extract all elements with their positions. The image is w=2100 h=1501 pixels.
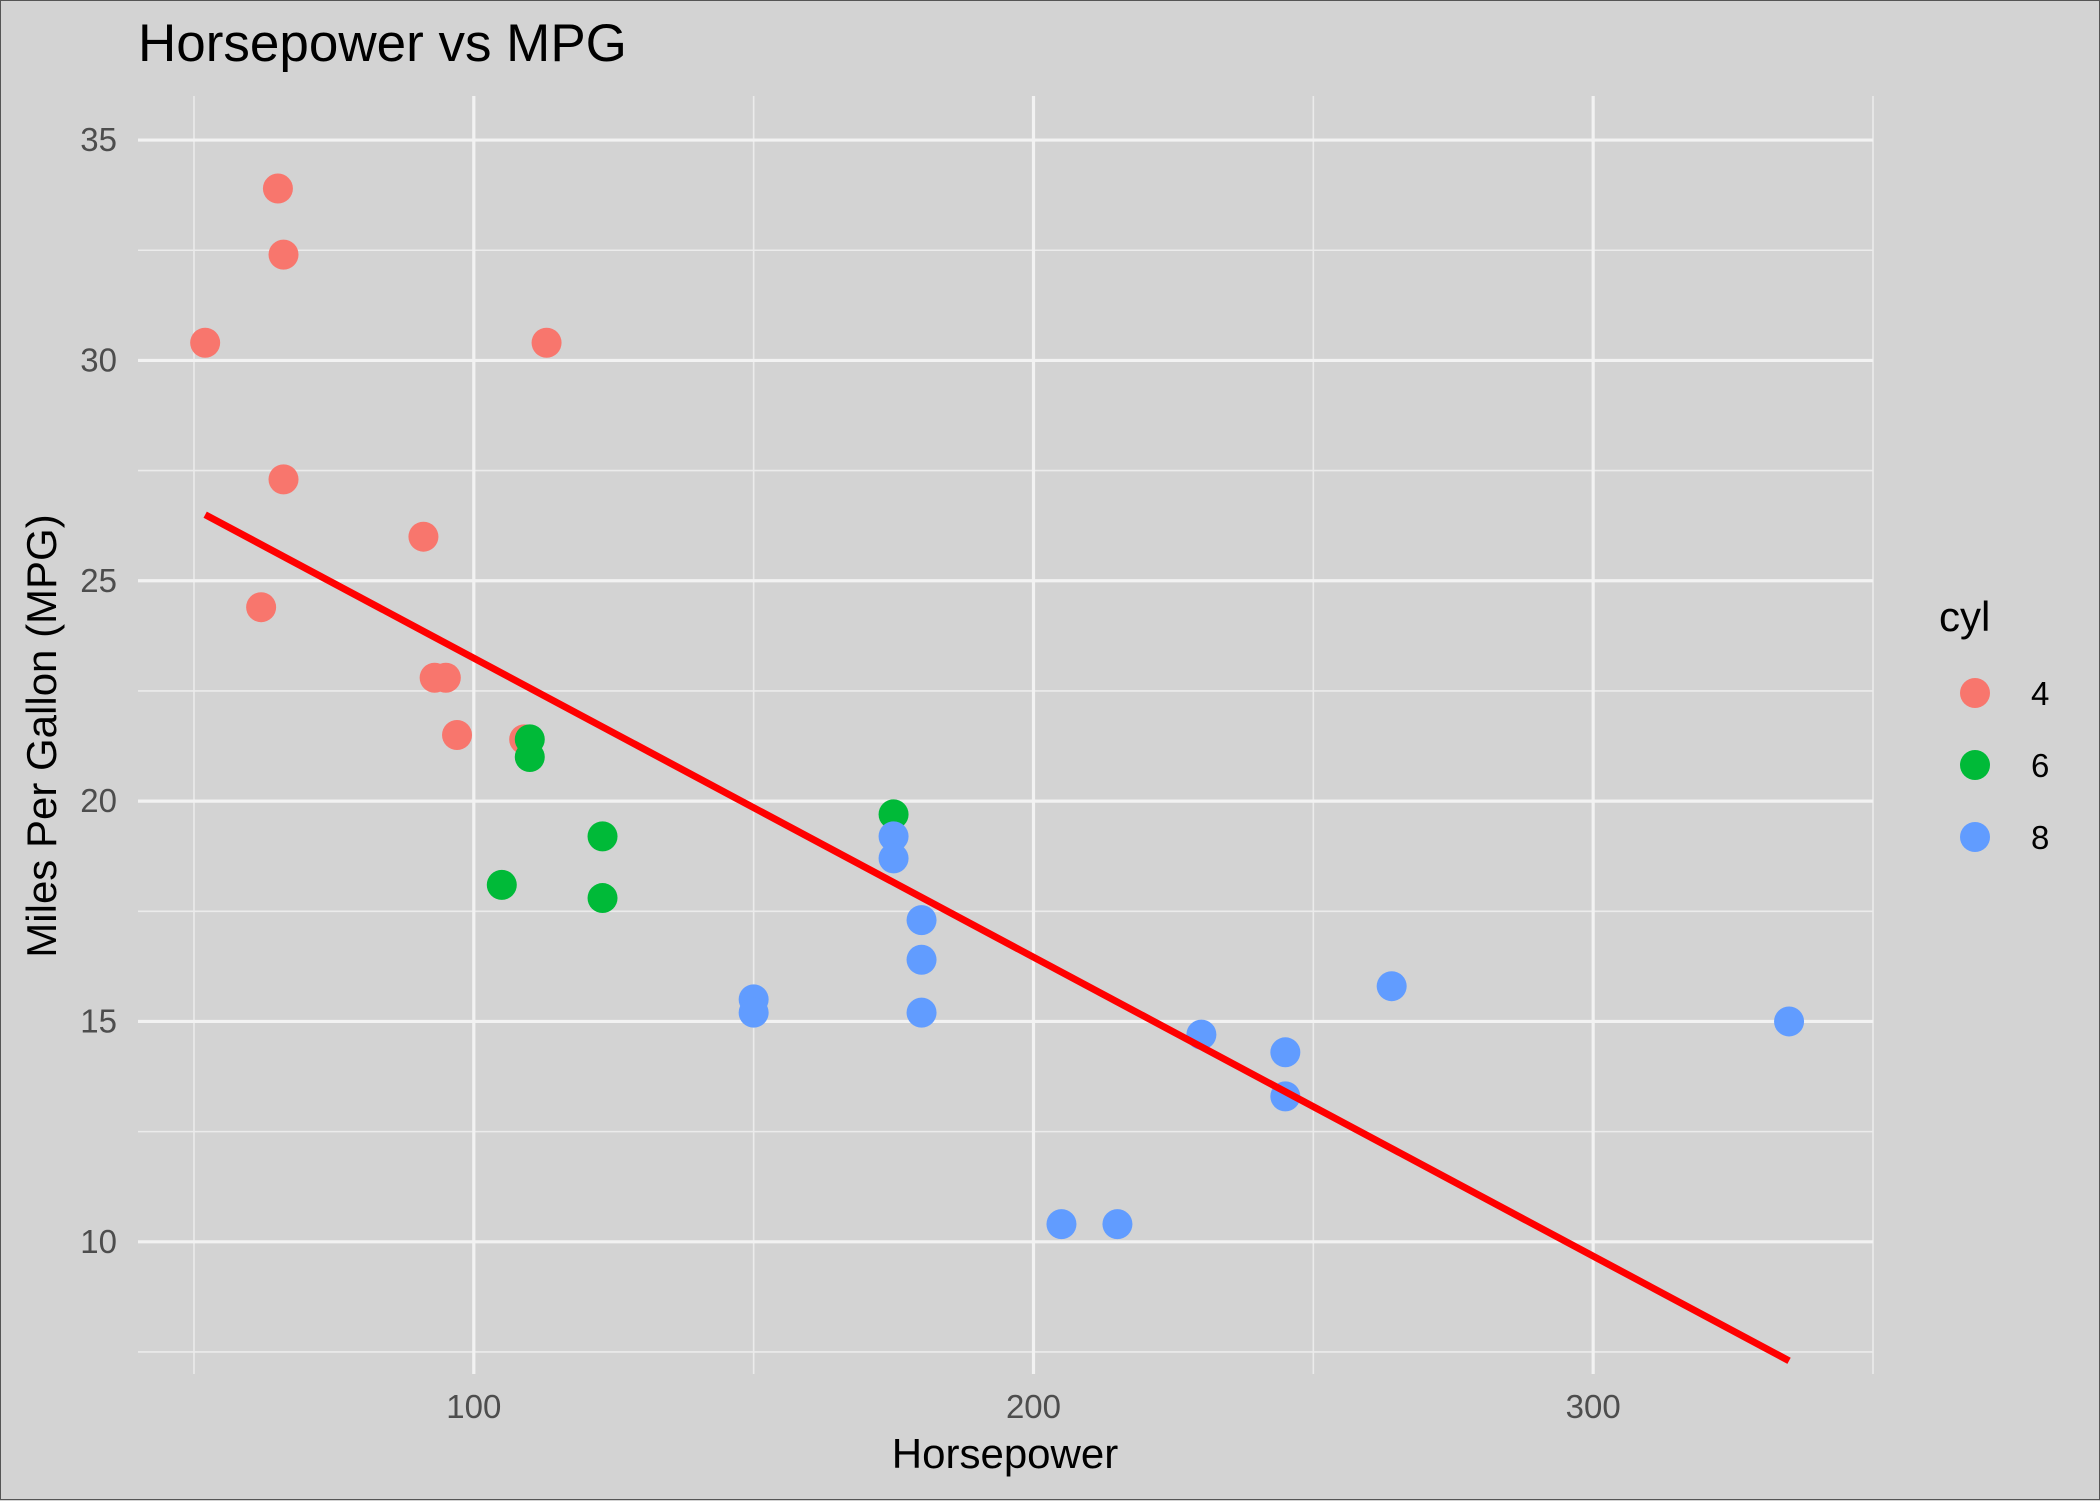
data-point-cyl-6 [514,724,545,755]
legend-key-4 [1960,678,1990,708]
data-point-cyl-6 [587,821,618,852]
data-point-cyl-4 [430,662,461,693]
data-point-cyl-8 [1376,971,1407,1002]
trend-line [203,511,1791,1364]
data-point-cyl-8 [878,843,909,874]
legend-title: cyl [1939,593,1990,640]
y-tick-label: 25 [80,562,117,599]
data-point-cyl-4 [190,327,221,358]
y-axis-tick-labels: 10 15 20 25 30 35 [80,121,117,1260]
y-tick-label: 30 [80,341,117,378]
data-point-cyl-4 [246,592,277,623]
data-point-cyl-4 [531,327,562,358]
data-point-cyl-8 [906,944,937,975]
data-point-cyl-6 [486,869,517,900]
major-gridlines [138,96,1873,1374]
data-point-cyl-8 [738,997,769,1028]
data-point-cyl-8 [906,905,937,936]
x-axis-tick-labels: 100 200 300 [446,1388,1620,1425]
x-axis-title: Horsepower [892,1430,1118,1477]
data-points [190,173,1805,1240]
data-point-cyl-4 [408,521,439,552]
legend-label-8: 8 [2031,819,2049,856]
data-point-cyl-8 [878,821,909,852]
y-axis-title: Miles Per Gallon (MPG) [18,514,65,957]
legend-key-6 [1960,750,1990,780]
data-point-cyl-8 [906,997,937,1028]
data-point-cyl-4 [442,720,473,750]
data-point-cyl-8 [1102,1209,1133,1240]
data-point-cyl-8 [1046,1209,1077,1240]
y-tick-label: 35 [80,121,117,158]
minor-gridlines [138,96,1874,1374]
y-tick-label: 10 [80,1223,117,1260]
trend-line-group [203,511,1791,1364]
legend-key-8 [1960,822,1990,852]
data-point-cyl-4 [268,464,299,495]
chart-title: Horsepower vs MPG [138,14,627,73]
data-point-cyl-8 [1270,1037,1301,1068]
legend-label-4: 4 [2031,675,2049,712]
y-tick-label: 20 [80,782,117,819]
data-point-cyl-8 [1774,1006,1805,1037]
data-point-cyl-6 [587,883,618,914]
x-tick-label: 300 [1566,1388,1621,1425]
data-point-cyl-4 [268,239,299,270]
legend-label-6: 6 [2031,747,2049,784]
y-tick-label: 15 [80,1002,117,1039]
x-tick-label: 200 [1006,1388,1061,1425]
x-tick-label: 100 [446,1388,501,1425]
data-point-cyl-4 [262,173,293,204]
legend: cyl 4 6 8 [1939,593,2049,856]
data-point-cyl-6 [878,799,909,830]
